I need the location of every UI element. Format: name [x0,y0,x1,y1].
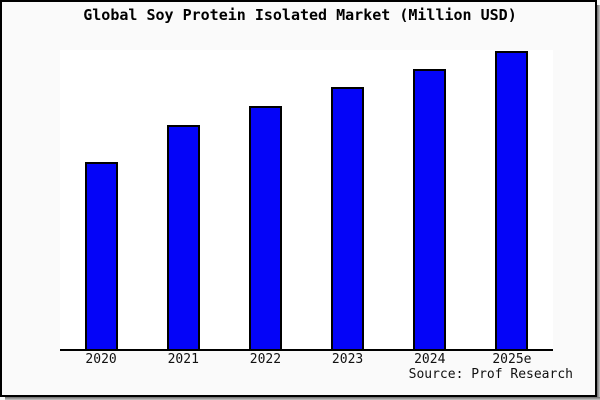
bar-2021 [166,125,200,351]
bar-2025e [495,51,529,351]
x-tick-label-2025e: 2025e [492,352,532,367]
bar-2020 [84,162,118,351]
source-note: Source: Prof Research [408,367,573,382]
x-tick-label-2024: 2024 [414,352,446,367]
x-tick-label-2023: 2023 [331,352,364,367]
plot-area [60,50,553,351]
chart-title: Global Soy Protein Isolated Market (Mill… [83,6,517,24]
x-tick-label-2020: 2020 [85,352,117,367]
window-shadow-right [597,5,600,400]
x-axis-line [60,349,553,351]
bar-2022 [248,105,282,351]
bar-2024 [413,69,447,351]
bar-2023 [331,87,365,351]
window-shadow-bottom [5,397,600,400]
x-tick-label-2021: 2021 [167,352,199,367]
x-tick-label-2022: 2022 [249,352,282,367]
